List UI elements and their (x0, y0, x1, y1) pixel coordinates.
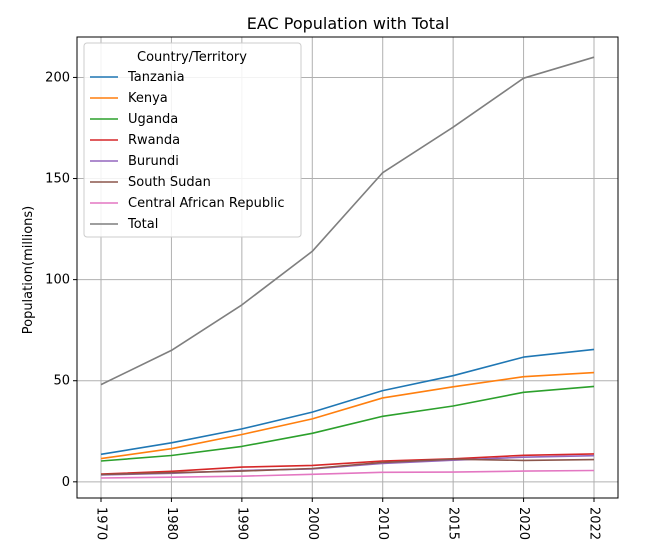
y-axis-label: Population(millions) (21, 206, 36, 335)
series-line-central-african-republic (100, 469, 595, 479)
x-tick-label: 2000 (305, 507, 320, 540)
legend-entry-kenya: Kenya (128, 91, 168, 106)
legend-entry-total: Total (127, 217, 158, 232)
x-tick-label: 1970 (94, 507, 109, 540)
series-line-rwanda (100, 453, 595, 475)
chart-title: EAC Population with Total (247, 14, 450, 33)
legend-title: Country/Territory (137, 50, 247, 65)
series-line-kenya (100, 371, 595, 460)
x-tick-label: 2010 (375, 507, 390, 540)
x-axis-ticks: 1970 1980 1990 2000 2010 2015 2020 2022 (94, 498, 602, 540)
plot-frame (76, 36, 619, 499)
x-tick-label: 1990 (234, 507, 249, 540)
legend: Country/Territory Tanzania Kenya Uganda Rwa… (83, 42, 302, 238)
legend-entry-uganda: Uganda (128, 112, 178, 127)
series-lines (100, 56, 595, 479)
y-tick-label: 150 (45, 172, 70, 187)
x-tick-label: 2020 (516, 507, 531, 540)
x-tick-label: 2022 (587, 507, 602, 540)
y-tick-label: 50 (53, 374, 70, 389)
legend-entry-rwanda: Rwanda (128, 133, 180, 148)
series-line-south-sudan (100, 458, 595, 476)
legend-entry-tanzania: Tanzania (127, 70, 185, 85)
series-line-total (100, 56, 595, 386)
series-line-uganda (100, 385, 595, 462)
legend-box (83, 42, 302, 238)
x-tick-label: 1980 (164, 507, 179, 540)
y-tick-label: 0 (62, 475, 70, 490)
y-tick-label: 200 (45, 70, 70, 85)
legend-entry-south-sudan: South Sudan (128, 175, 211, 190)
y-tick-label: 100 (45, 273, 70, 288)
legend-entry-central-african-republic: Central African Republic (128, 196, 284, 211)
legend-entry-burundi: Burundi (128, 154, 179, 169)
series-line-tanzania (100, 348, 595, 456)
y-axis-ticks: 0 50 100 150 200 (45, 70, 77, 490)
x-tick-label: 2015 (446, 507, 461, 540)
